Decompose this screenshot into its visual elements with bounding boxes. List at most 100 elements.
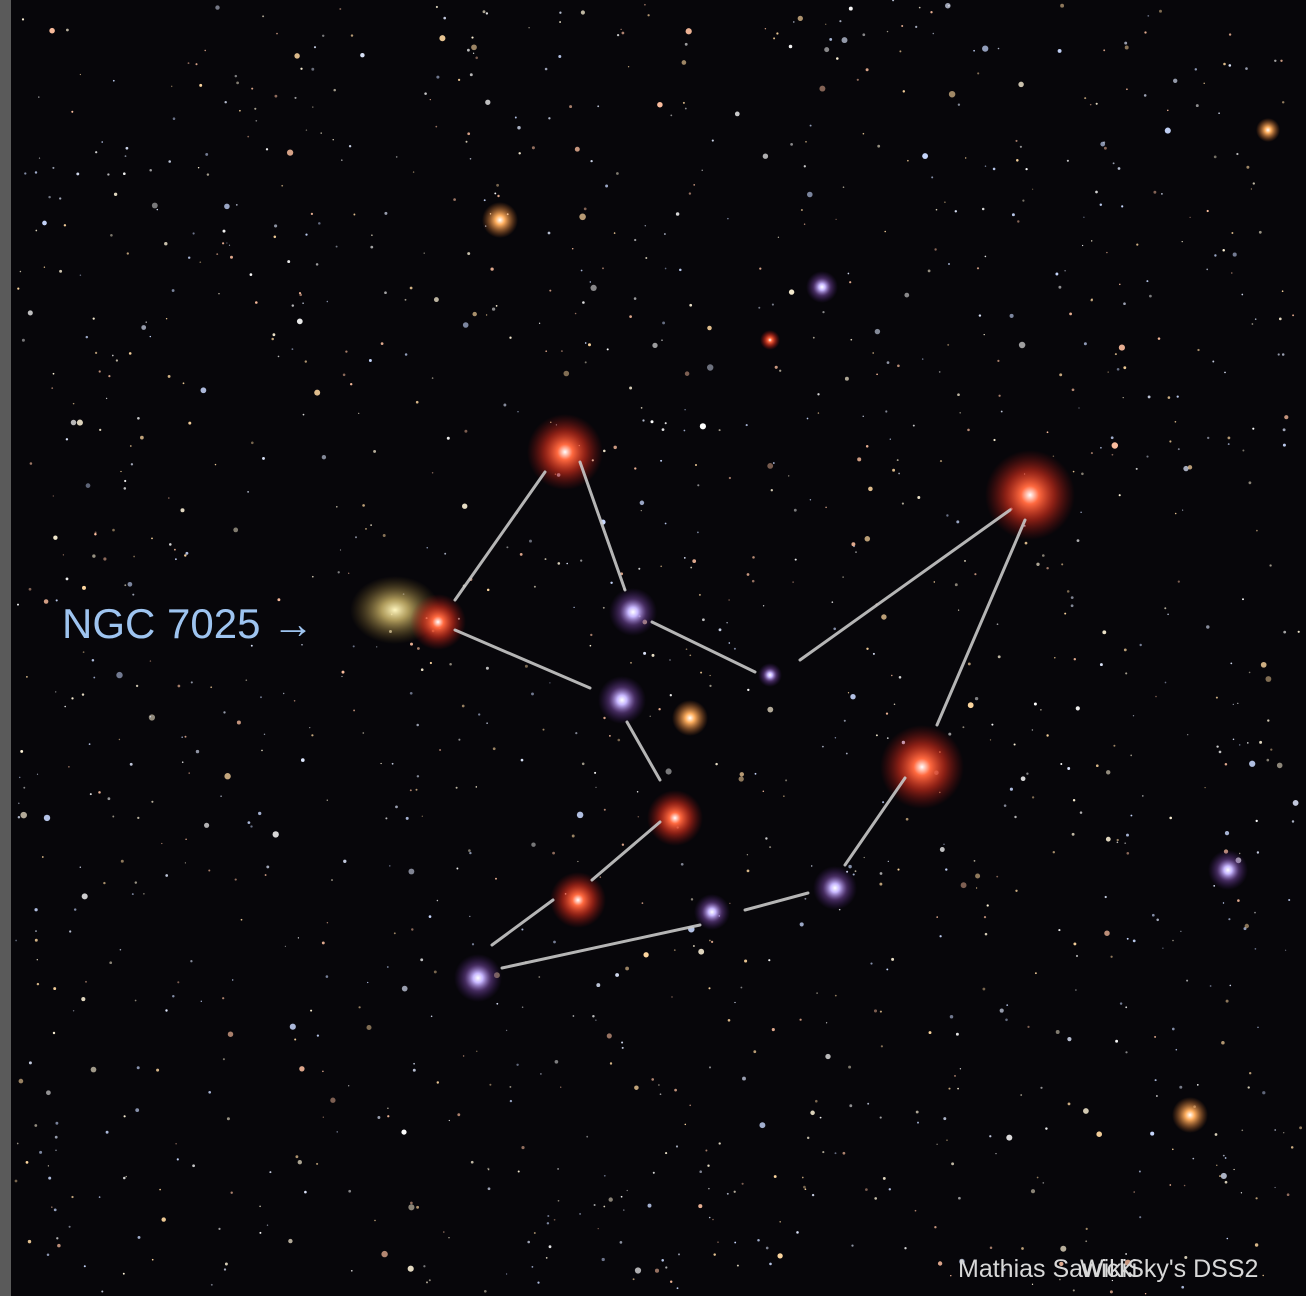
star xyxy=(86,336,88,338)
star xyxy=(220,795,222,797)
star xyxy=(1040,709,1041,710)
star xyxy=(1225,1157,1227,1159)
star xyxy=(1067,1037,1071,1041)
star xyxy=(113,80,115,82)
star xyxy=(232,979,233,980)
star xyxy=(1104,930,1110,936)
star xyxy=(177,981,179,983)
star xyxy=(224,773,230,779)
star xyxy=(323,1117,324,1118)
star xyxy=(59,270,62,273)
star xyxy=(133,556,135,558)
star xyxy=(1073,942,1076,945)
star xyxy=(674,1089,677,1092)
star xyxy=(779,370,781,372)
star xyxy=(899,676,902,679)
star xyxy=(812,1194,814,1196)
star xyxy=(1177,395,1179,397)
star xyxy=(150,336,151,337)
star xyxy=(1182,510,1183,511)
star xyxy=(380,763,381,764)
star xyxy=(804,898,806,900)
star xyxy=(432,377,434,379)
star xyxy=(306,129,307,130)
star xyxy=(1102,630,1106,634)
star xyxy=(702,618,705,621)
star xyxy=(20,271,22,273)
star xyxy=(312,106,313,107)
star xyxy=(666,768,672,774)
star xyxy=(550,872,606,928)
star xyxy=(316,1163,318,1165)
star xyxy=(522,1006,524,1008)
star xyxy=(59,197,61,199)
star xyxy=(1228,443,1230,445)
star xyxy=(670,1281,672,1283)
star xyxy=(266,865,269,868)
star xyxy=(769,1263,772,1266)
star xyxy=(333,89,336,92)
star xyxy=(634,297,637,300)
star xyxy=(767,707,773,713)
star xyxy=(330,1098,335,1103)
star xyxy=(1085,1240,1087,1242)
star xyxy=(613,446,616,449)
star xyxy=(413,171,414,172)
star xyxy=(913,425,915,427)
star xyxy=(93,317,95,319)
star xyxy=(961,882,967,888)
star xyxy=(1153,191,1156,194)
star xyxy=(431,1016,433,1018)
star xyxy=(1208,850,1248,890)
star xyxy=(739,776,744,781)
star xyxy=(880,1011,882,1013)
star xyxy=(470,158,472,160)
star xyxy=(376,646,377,647)
star xyxy=(1181,1286,1184,1289)
star xyxy=(1123,302,1126,305)
star xyxy=(1006,1004,1008,1006)
star xyxy=(709,675,710,676)
star xyxy=(603,450,606,453)
star xyxy=(1040,1087,1042,1089)
star xyxy=(1168,396,1171,399)
star xyxy=(1169,1184,1171,1186)
star xyxy=(185,839,187,841)
star xyxy=(960,1068,961,1069)
star xyxy=(582,763,585,766)
star xyxy=(1069,313,1072,316)
star xyxy=(558,562,561,565)
star xyxy=(763,605,764,606)
star xyxy=(201,1001,202,1002)
star xyxy=(622,844,624,846)
star xyxy=(850,694,855,699)
star xyxy=(114,193,117,196)
star xyxy=(758,663,782,687)
star xyxy=(1059,373,1062,376)
star xyxy=(807,192,813,198)
star xyxy=(471,44,477,50)
star xyxy=(211,1284,213,1286)
star xyxy=(410,789,412,791)
star xyxy=(385,817,387,819)
star xyxy=(943,844,944,845)
star xyxy=(175,558,177,560)
star xyxy=(408,1266,414,1272)
star xyxy=(311,68,314,71)
star xyxy=(627,1190,628,1191)
star xyxy=(478,713,480,715)
star xyxy=(472,943,474,945)
star xyxy=(124,487,127,490)
star xyxy=(985,165,986,166)
star xyxy=(80,866,81,867)
star xyxy=(463,322,469,328)
star xyxy=(956,1033,959,1036)
star xyxy=(557,1168,559,1170)
star xyxy=(531,1266,533,1268)
star xyxy=(868,487,873,492)
star xyxy=(734,1191,736,1193)
star xyxy=(456,787,458,789)
star xyxy=(965,157,966,158)
star xyxy=(520,553,523,556)
star xyxy=(422,816,423,817)
